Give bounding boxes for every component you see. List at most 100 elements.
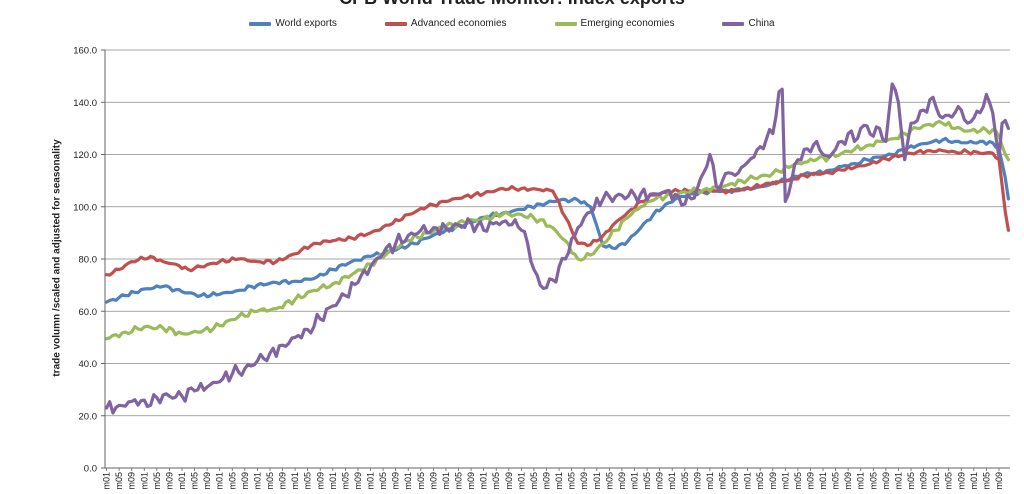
x-tick-label: m09: [504, 472, 514, 490]
x-tick-label: m09: [956, 472, 966, 490]
x-tick-label: m09: [391, 472, 401, 490]
x-tick-label: m05: [114, 472, 124, 490]
y-tick-label: 140.0: [73, 98, 97, 109]
y-tick-label: 40.0: [79, 359, 98, 370]
x-tick-label: m01: [554, 472, 564, 490]
x-tick-label: m01: [629, 472, 639, 490]
y-tick-label: 0.0: [84, 464, 97, 475]
y-axis-ticks: 0.0 20.0 40.0 60.0 80.0 100.0 120.0 140.0 160.0: [73, 46, 97, 475]
chart-legend: World exports Advanced economies Emergin…: [0, 18, 1024, 29]
legend-swatch-china: [722, 21, 745, 26]
x-tick-label: m05: [793, 472, 803, 490]
x-tick-label: m05: [378, 472, 388, 490]
x-tick-label: m09: [617, 472, 627, 490]
x-tick-label: m01: [893, 472, 903, 490]
x-tick-label: m09: [315, 472, 325, 490]
x-tick-label: m01: [102, 472, 112, 490]
x-tick-label: m01: [479, 472, 489, 490]
x-tick-label: m01: [403, 472, 413, 490]
series-line-advanced-economies: [104, 148, 1011, 277]
x-tick-label: m09: [730, 472, 740, 490]
x-tick-label: m01: [441, 472, 451, 490]
series-line-emerging-economies: [104, 119, 1011, 341]
x-tick-label: m01: [139, 472, 149, 490]
x-tick-label: m05: [981, 472, 991, 490]
legend-item-emerging-economies: Emerging economies: [554, 18, 675, 29]
y-tick-label: 100.0: [73, 202, 97, 213]
x-tick-label: m01: [366, 472, 376, 490]
x-tick-label: m05: [680, 472, 690, 490]
x-tick-label: m05: [906, 472, 916, 490]
legend-swatch-emerging-economies: [554, 21, 577, 26]
x-tick-label: m09: [353, 472, 363, 490]
y-tick-label: 60.0: [79, 307, 98, 318]
x-tick-label: m05: [529, 472, 539, 490]
x-tick-label: m09: [240, 472, 250, 490]
y-tick-label: 80.0: [79, 255, 98, 266]
x-tick-label: m09: [994, 472, 1004, 490]
x-tick-label: m01: [969, 472, 979, 490]
x-tick-label: m01: [705, 472, 715, 490]
x-tick-label: m01: [290, 472, 300, 490]
x-tick-label: m05: [717, 472, 727, 490]
series-line-china: [104, 82, 1011, 415]
x-tick-label: m01: [780, 472, 790, 490]
x-tick-label: m05: [831, 472, 841, 490]
x-tick-label: m01: [856, 472, 866, 490]
x-tick-label: m09: [655, 472, 665, 490]
x-tick-label: m09: [542, 472, 552, 490]
y-tick-label: 120.0: [73, 150, 97, 161]
x-tick-label: m01: [931, 472, 941, 490]
x-tick-label: m09: [278, 472, 288, 490]
x-tick-label: m01: [818, 472, 828, 490]
x-tick-label: m05: [944, 472, 954, 490]
x-tick-label: m05: [604, 472, 614, 490]
x-tick-label: m09: [843, 472, 853, 490]
x-tick-label: m05: [340, 472, 350, 490]
y-tick-label: 160.0: [73, 46, 97, 57]
x-axis-ticks: m01 m05 m09 m01 m05 m09 m01 m05 m09 m01 m05 m09 m01 m…: [102, 468, 1004, 490]
x-tick-label: m01: [177, 472, 187, 490]
legend-swatch-world-exports: [249, 21, 272, 26]
legend-swatch-advanced-economies: [384, 21, 407, 26]
x-tick-label: m09: [466, 472, 476, 490]
legend-label-world-exports: World exports: [275, 18, 337, 29]
x-tick-label: m05: [567, 472, 577, 490]
x-tick-label: m09: [692, 472, 702, 490]
x-tick-label: m05: [265, 472, 275, 490]
y-tick-label: 20.0: [79, 411, 98, 422]
x-tick-label: m05: [755, 472, 765, 490]
x-tick-label: m05: [227, 472, 237, 490]
x-tick-label: m05: [454, 472, 464, 490]
legend-label-advanced-economies: Advanced economies: [410, 18, 507, 29]
x-tick-label: m01: [743, 472, 753, 490]
x-tick-label: m09: [428, 472, 438, 490]
series-lines: [104, 82, 1011, 415]
x-tick-label: m05: [416, 472, 426, 490]
x-tick-label: m05: [303, 472, 313, 490]
x-tick-label: m01: [667, 472, 677, 490]
legend-label-china: China: [748, 18, 775, 29]
x-tick-label: m01: [328, 472, 338, 490]
legend-label-emerging-economies: Emerging economies: [580, 18, 675, 29]
x-tick-label: m09: [164, 472, 174, 490]
x-tick-label: m09: [202, 472, 212, 490]
x-tick-label: m09: [127, 472, 137, 490]
x-tick-label: m01: [215, 472, 225, 490]
x-tick-label: m05: [868, 472, 878, 490]
x-tick-label: m05: [152, 472, 162, 490]
x-tick-label: m09: [805, 472, 815, 490]
x-tick-label: m09: [881, 472, 891, 490]
x-tick-label: m05: [190, 472, 200, 490]
x-tick-label: m09: [919, 472, 929, 490]
chart-title: CPB World Trade Monitor: index exports: [0, 0, 1024, 9]
x-tick-label: m01: [516, 472, 526, 490]
x-tick-label: m09: [768, 472, 778, 490]
x-tick-label: m05: [491, 472, 501, 490]
x-tick-label: m05: [642, 472, 652, 490]
legend-item-advanced-economies: Advanced economies: [384, 18, 507, 29]
legend-item-world-exports: World exports: [249, 18, 337, 29]
x-tick-label: m09: [579, 472, 589, 490]
x-tick-label: m01: [252, 472, 262, 490]
